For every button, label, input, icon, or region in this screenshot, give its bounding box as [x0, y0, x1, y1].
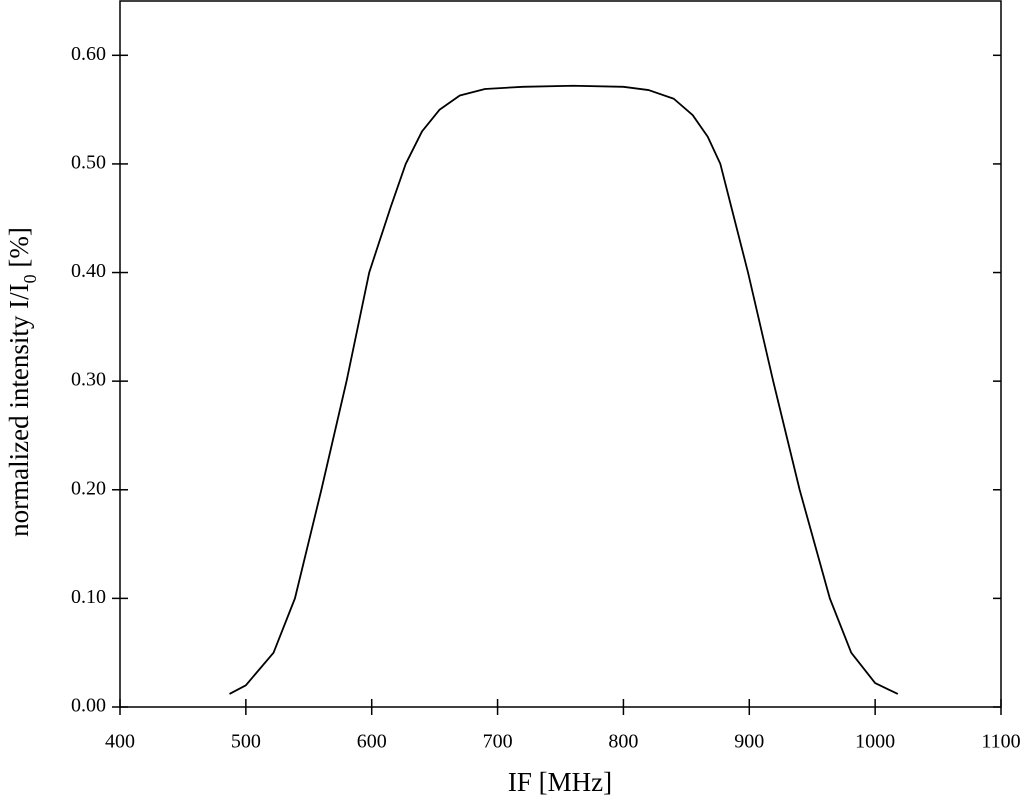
y-tick-label: 0.20 — [71, 477, 106, 499]
y-tick-label: 0.00 — [71, 695, 106, 717]
x-tick-label: 500 — [231, 731, 261, 753]
x-tick-label: 400 — [105, 731, 135, 753]
y-label-sub: 0 — [20, 274, 40, 283]
x-tick-label: 1100 — [981, 731, 1020, 753]
x-tick-label: 700 — [483, 731, 513, 753]
y-tick-label: 0.30 — [71, 369, 106, 391]
x-tick-label: 600 — [357, 731, 387, 753]
data-line — [229, 84, 899, 695]
plot-frame — [119, 0, 1002, 708]
y-label-suffix: [%] — [4, 227, 34, 274]
y-axis-label: normalized intensity I/I0 [%] — [4, 227, 40, 537]
y-tick-label: 0.40 — [71, 260, 106, 282]
x-axis-label: IF [MHz] — [508, 767, 612, 797]
x-tick-label: 1000 — [855, 731, 895, 753]
y-tick-label: 0.60 — [71, 43, 106, 65]
y-label-text: normalized intensity I/I — [4, 283, 34, 536]
y-tick-label: 0.10 — [71, 586, 106, 608]
x-tick-label: 800 — [608, 731, 638, 753]
x-tick-label: 900 — [734, 731, 764, 753]
y-tick-label: 0.50 — [71, 152, 106, 174]
